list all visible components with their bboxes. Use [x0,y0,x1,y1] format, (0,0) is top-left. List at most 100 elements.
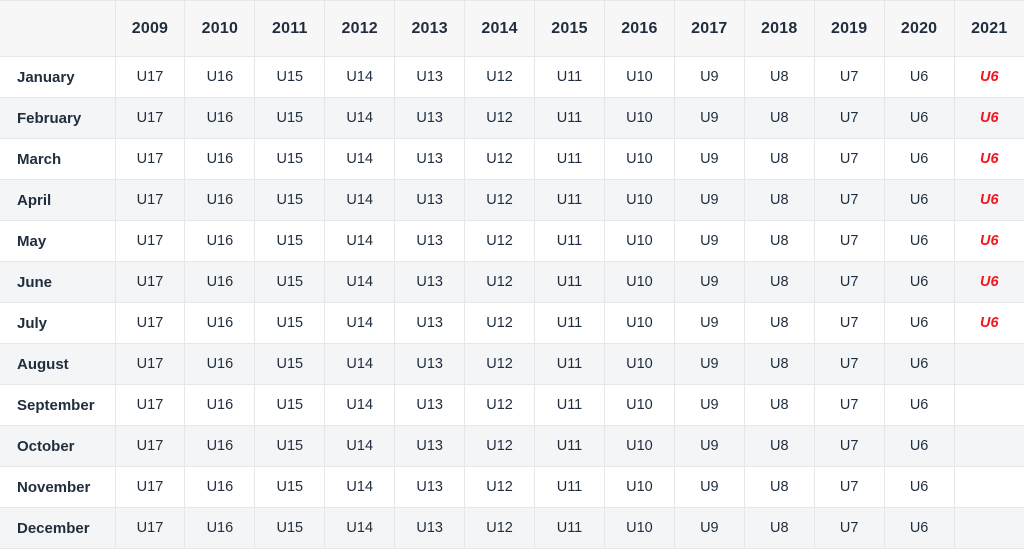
age-cell: U13 [394,179,466,221]
age-cell: U12 [464,97,536,139]
age-cell: U6 [883,179,955,221]
month-label: January [0,56,116,98]
year-header-2015: 2015 [534,0,605,57]
year-header-2014: 2014 [464,0,536,57]
age-cell: U16 [184,138,256,180]
age-cell: U6 [953,220,1024,262]
year-header-row: 2009 2010 2011 2012 2013 2014 2015 2016 2017 2018… [0,0,1024,57]
age-cell: U9 [673,138,745,180]
age-cell: U16 [184,179,256,221]
month-label: September [0,384,116,426]
age-cell: U15 [254,343,326,385]
age-cell: U7 [813,261,885,303]
age-cell: U14 [324,507,396,549]
age-cell: U6 [883,56,955,98]
age-cell: U15 [254,425,326,467]
age-cell: U9 [673,466,745,508]
age-cell: U7 [813,507,885,549]
month-label: February [0,97,116,139]
age-cell: U6 [883,302,955,344]
table-row-march: March U17 U16 U15 U14 U13 U12 U11 U10 U9 U8 U7 U6 U6 [0,138,1024,180]
age-cell: U15 [254,466,326,508]
age-cell: U17 [114,343,186,385]
age-cell: U10 [603,56,675,98]
age-cell: U17 [114,302,186,344]
age-cell: U17 [114,220,186,262]
month-label: November [0,466,116,508]
age-cell: U15 [254,97,326,139]
age-cell: U17 [114,138,186,180]
corner-cell [0,0,116,57]
age-cell [953,466,1024,508]
month-label: April [0,179,116,221]
age-cell: U16 [184,261,256,303]
age-cell: U12 [464,220,536,262]
age-cell: U16 [184,425,256,467]
age-cell: U10 [603,261,675,303]
age-cell: U6 [883,466,955,508]
age-cell: U11 [534,302,605,344]
age-cell: U17 [114,466,186,508]
age-cell: U6 [953,179,1024,221]
age-cell: U14 [324,138,396,180]
age-cell: U16 [184,56,256,98]
month-label: October [0,425,116,467]
age-cell: U8 [743,261,815,303]
age-cell: U17 [114,425,186,467]
age-cell: U8 [743,384,815,426]
age-cell [953,384,1024,426]
age-cell: U14 [324,56,396,98]
age-cell: U15 [254,179,326,221]
age-cell: U11 [534,220,605,262]
age-cell: U10 [603,384,675,426]
age-cell: U7 [813,384,885,426]
table-row-october: October U17 U16 U15 U14 U13 U12 U11 U10 U9 U8 U7 U6 [0,425,1024,467]
month-label: March [0,138,116,180]
year-header-2017: 2017 [673,0,745,57]
year-header-2010: 2010 [184,0,256,57]
age-cell: U7 [813,179,885,221]
age-cell: U6 [883,97,955,139]
age-cell: U10 [603,302,675,344]
month-label: July [0,302,116,344]
age-cell: U17 [114,261,186,303]
age-cell: U15 [254,220,326,262]
age-cell: U8 [743,56,815,98]
age-cell: U15 [254,384,326,426]
age-cell: U14 [324,220,396,262]
age-cell: U9 [673,384,745,426]
age-cell: U16 [184,384,256,426]
age-cell: U11 [534,138,605,180]
month-label: December [0,507,116,549]
age-cell: U7 [813,56,885,98]
age-cell: U13 [394,466,466,508]
age-cell: U8 [743,179,815,221]
age-cell: U8 [743,138,815,180]
age-cell: U8 [743,97,815,139]
age-cell: U16 [184,466,256,508]
age-cell: U11 [534,97,605,139]
table-row-november: November U17 U16 U15 U14 U13 U12 U11 U10 U9 U8 U7 U6 [0,466,1024,508]
year-header-2013: 2013 [394,0,466,57]
age-cell: U16 [184,343,256,385]
age-cell: U12 [464,425,536,467]
table-head: 2009 2010 2011 2012 2013 2014 2015 2016 2017 2018… [0,0,1024,57]
age-cell [953,425,1024,467]
age-cell: U13 [394,343,466,385]
age-cell: U6 [953,261,1024,303]
age-cell: U9 [673,425,745,467]
table-row-september: September U17 U16 U15 U14 U13 U12 U11 U10 U9 U8 U7 U… [0,384,1024,426]
year-header-2019: 2019 [813,0,885,57]
age-cell: U17 [114,384,186,426]
age-cell: U17 [114,56,186,98]
age-cell: U14 [324,261,396,303]
age-cell: U15 [254,302,326,344]
age-cell: U12 [464,466,536,508]
age-cell: U13 [394,384,466,426]
age-cell: U9 [673,97,745,139]
age-cell: U9 [673,261,745,303]
age-cell: U9 [673,56,745,98]
age-cell: U10 [603,179,675,221]
age-cell: U7 [813,425,885,467]
